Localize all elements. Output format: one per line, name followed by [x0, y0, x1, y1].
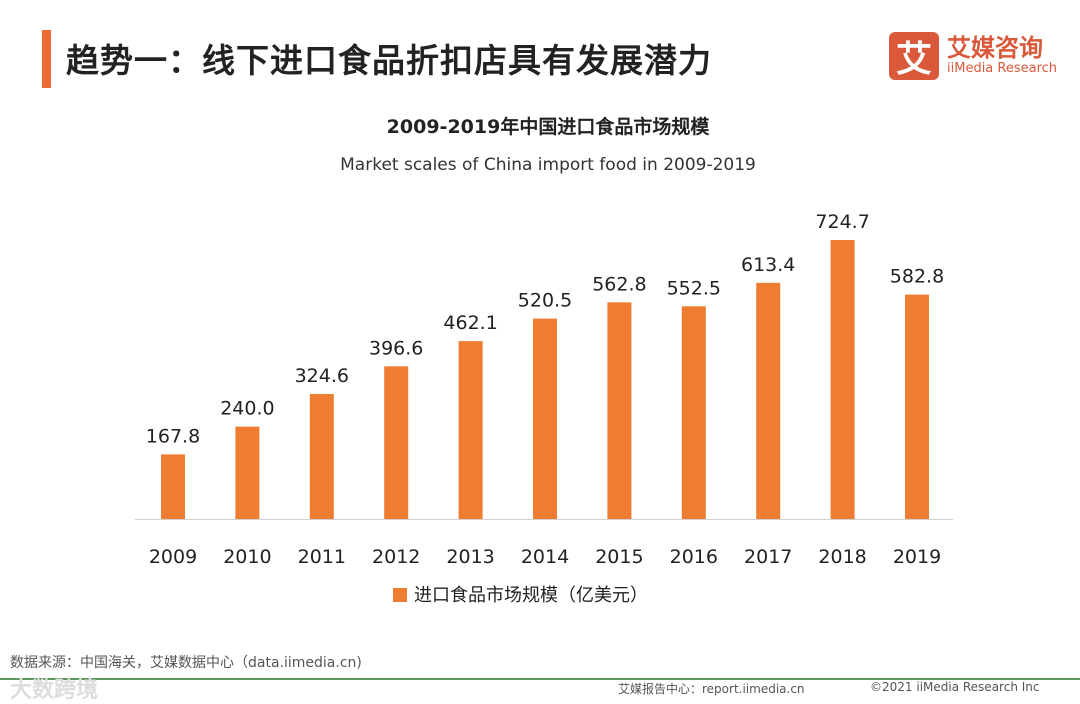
x-tick-label: 2018: [818, 546, 866, 568]
footer-divider: [0, 678, 1080, 680]
bar-2009: [161, 454, 185, 519]
bar-2012: [384, 366, 409, 519]
x-tick-label: 2012: [372, 546, 420, 568]
bar-2014: [533, 318, 557, 519]
data-label: 552.5: [667, 277, 721, 299]
bar-2019: [905, 294, 929, 519]
watermark: 大数跨境: [10, 678, 99, 703]
data-label: 724.7: [815, 211, 869, 233]
data-label: 520.5: [518, 290, 572, 312]
bar-2016: [681, 306, 706, 519]
bar-2011: [309, 394, 334, 519]
title-accent-bar: [42, 30, 51, 88]
data-label: 582.8: [890, 266, 944, 288]
data-label: 562.8: [592, 273, 646, 295]
data-label: 396.6: [369, 337, 423, 359]
logo-en: iiMedia Research: [947, 61, 1058, 76]
bar-2017: [756, 282, 781, 519]
logo-cn: 艾媒咨询: [947, 34, 1043, 62]
bar-2013: [458, 341, 483, 519]
legend-swatch: [393, 588, 407, 602]
x-tick-label: 2015: [595, 546, 643, 568]
chart-title: 2009-2019年中国进口食品市场规模: [387, 115, 711, 138]
bar-chart: 2009-2019年中国进口食品市场规模 Market scales of Ch…: [135, 115, 953, 606]
x-tick-label: 2014: [521, 546, 569, 568]
copyright: ©2021 iiMedia Research Inc: [870, 680, 1040, 694]
x-tick-label: 2011: [298, 546, 346, 568]
data-label: 240.0: [220, 398, 274, 420]
x-tick-label: 2017: [744, 546, 792, 568]
report-link[interactable]: 艾媒报告中心：report.iimedia.cn: [618, 682, 805, 696]
bar-2015: [607, 302, 632, 519]
logo-mark: 艾: [889, 32, 939, 80]
x-tick-label: 2016: [670, 546, 718, 568]
data-label: 462.1: [443, 312, 497, 334]
legend-label: 进口食品市场规模（亿美元）: [414, 585, 648, 606]
bar-2010: [235, 426, 260, 519]
x-tick-label: 2019: [893, 546, 941, 568]
data-label: 613.4: [741, 254, 795, 276]
x-tick-label: 2013: [446, 546, 494, 568]
chart-subtitle: Market scales of China import food in 20…: [340, 155, 756, 175]
iimedia-logo: 艾 艾媒咨询 iiMedia Research: [889, 32, 1057, 80]
data-label: 167.8: [146, 425, 200, 447]
source-note: 数据来源：中国海关，艾媒数据中心（data.iimedia.cn): [10, 655, 362, 671]
x-tick-label: 2009: [149, 546, 197, 568]
x-tick-label: 2010: [223, 546, 271, 568]
bar-2018: [830, 240, 855, 519]
data-label: 324.6: [295, 365, 349, 387]
page-title: 趋势一：线下进口食品折扣店具有发展潜力: [66, 41, 712, 80]
